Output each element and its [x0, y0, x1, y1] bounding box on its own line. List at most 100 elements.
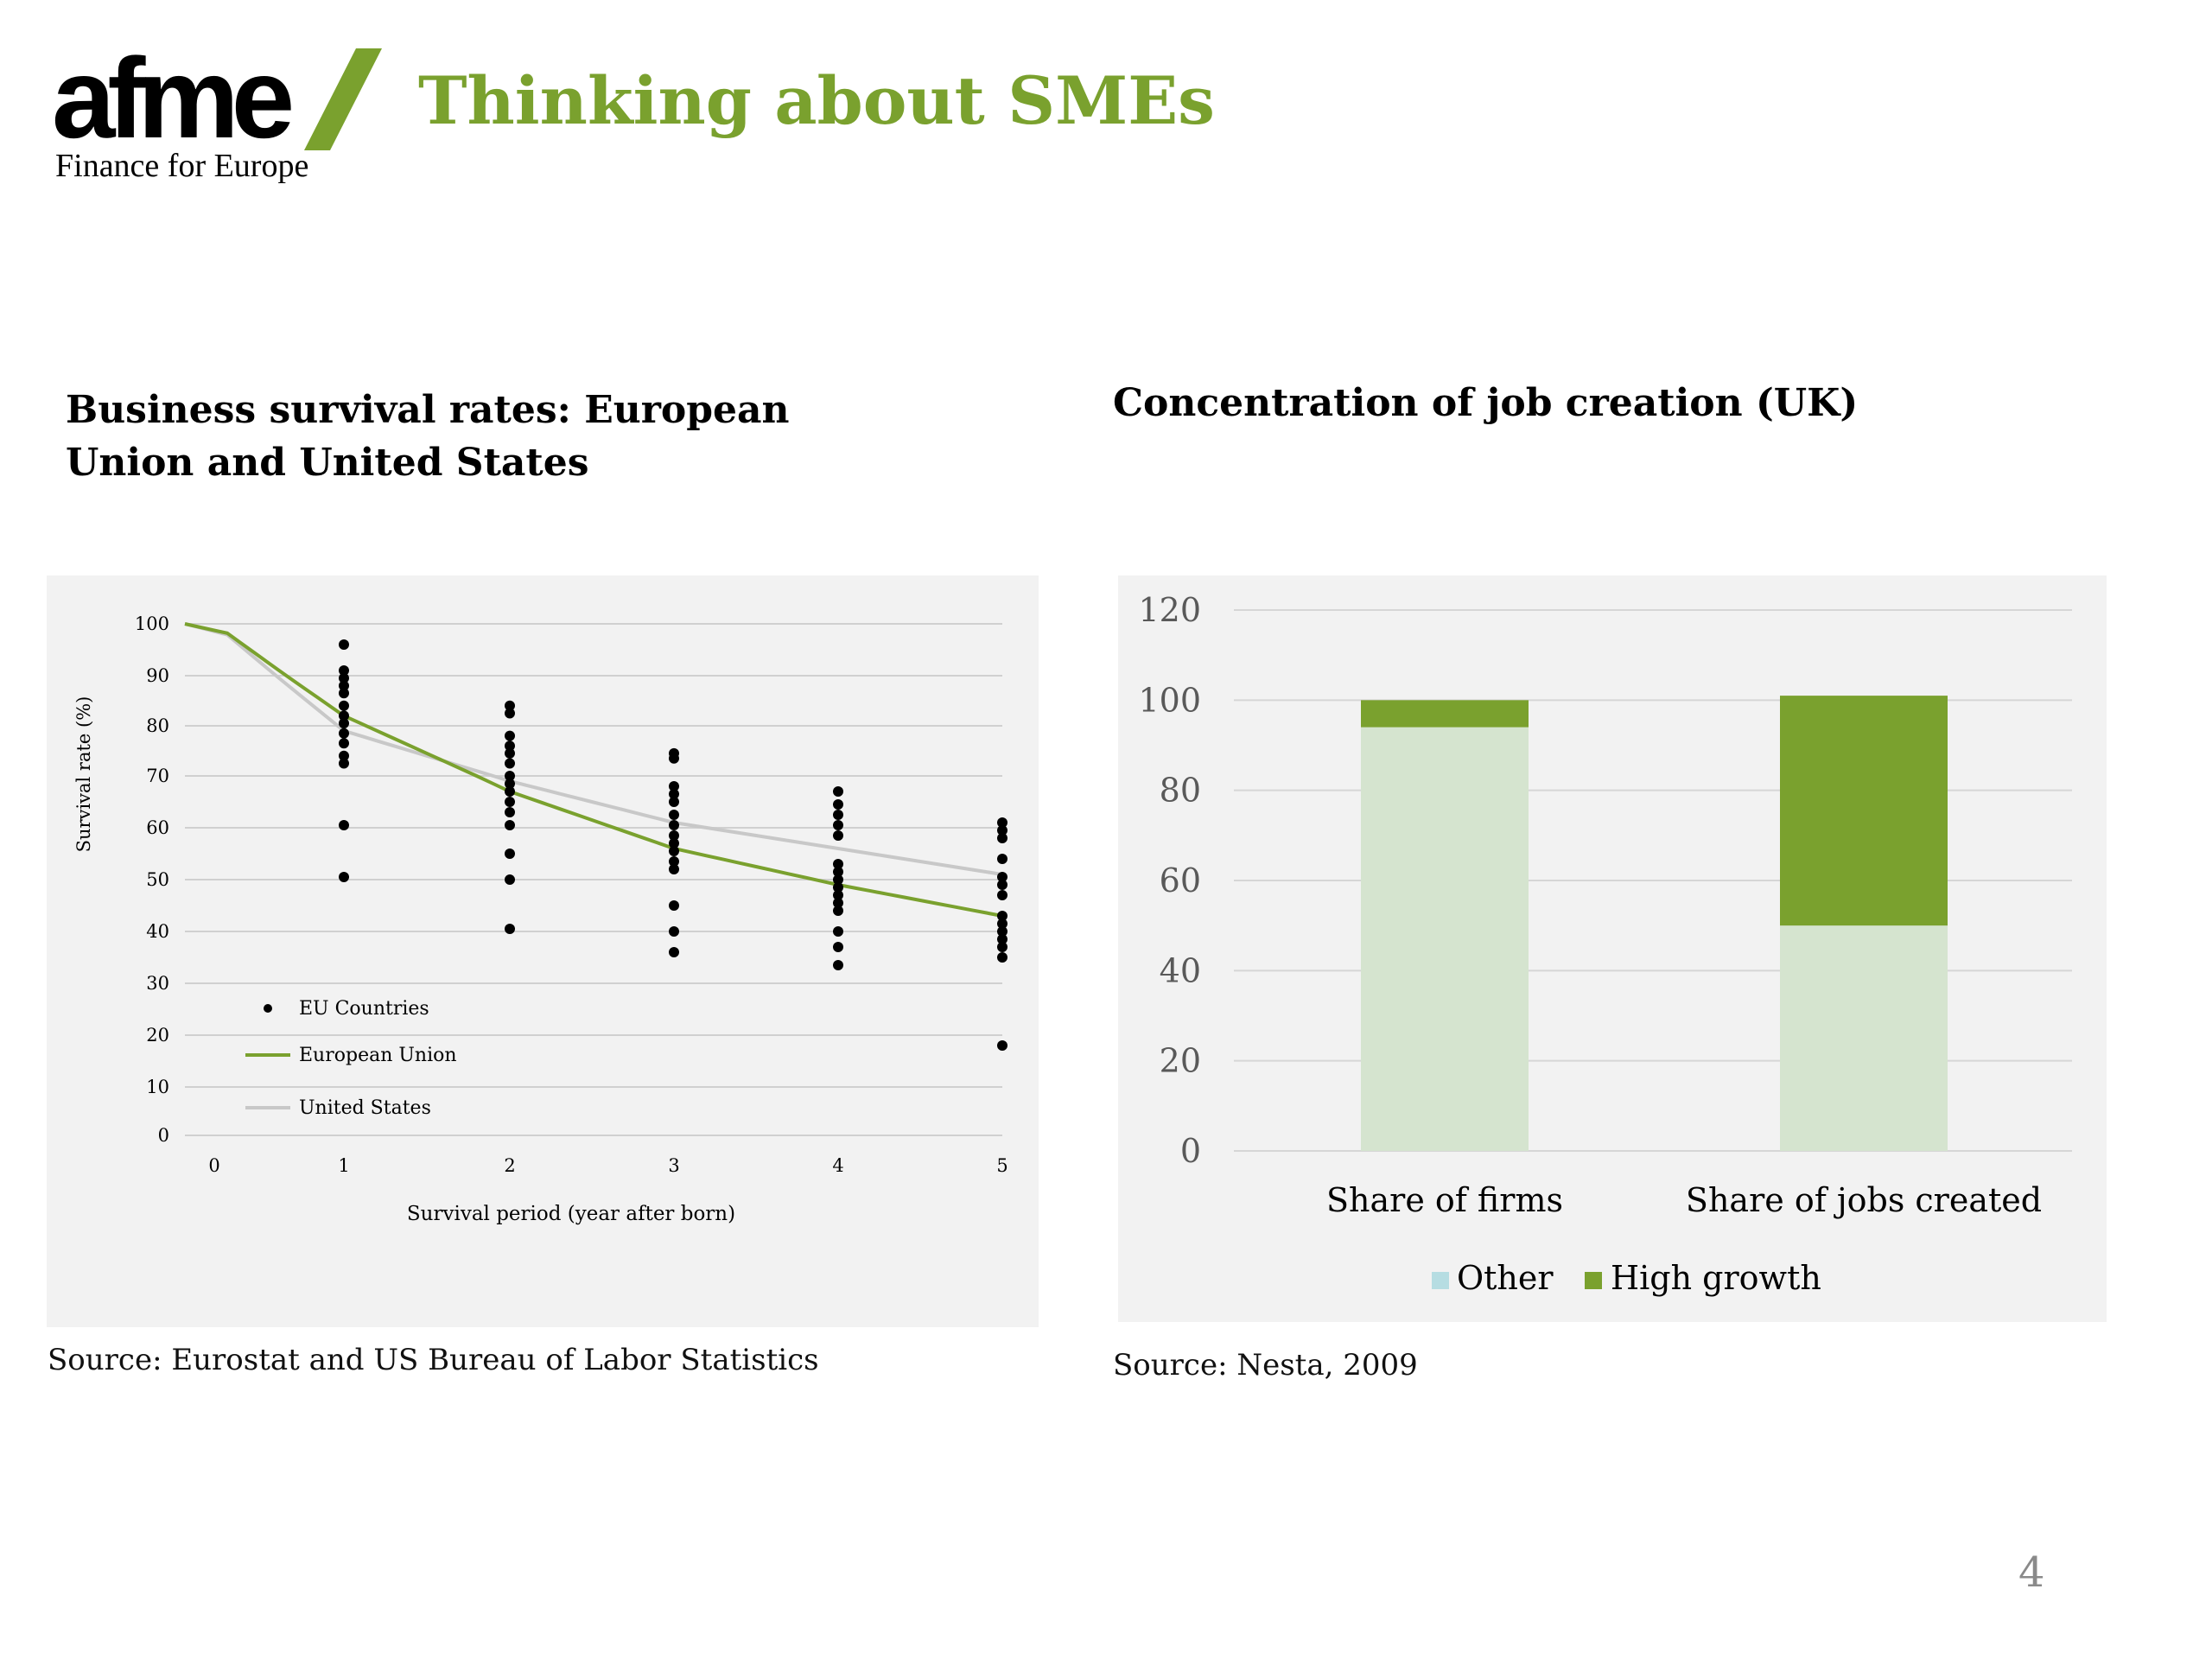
eu-country-point: [997, 833, 1007, 843]
legend-label: Other: [1457, 1259, 1554, 1297]
eu-country-point: [339, 718, 349, 729]
x-category-label: Share of jobs created: [1686, 1181, 2042, 1219]
eu-country-point: [505, 771, 515, 781]
eu-country-point: [339, 728, 349, 739]
y-tick-label: 60: [146, 817, 169, 838]
logo-wordmark: afme: [52, 35, 295, 162]
eu-country-point: [833, 799, 843, 810]
eu-country-point: [833, 960, 843, 970]
y-tick-label: 20: [1160, 1042, 1201, 1080]
eu-country-point: [997, 817, 1007, 828]
x-axis-label: Survival period (year after born): [407, 1203, 735, 1225]
afme-logo: afme Finance for Europe: [52, 41, 415, 188]
eu-country-point: [997, 1040, 1007, 1051]
eu-country-point: [505, 747, 515, 759]
y-tick-label: 40: [146, 921, 169, 942]
eu-country-point: [505, 874, 515, 885]
legend-swatch-other: [1432, 1272, 1449, 1289]
eu-country-point: [505, 924, 515, 934]
eu-country-point: [997, 952, 1007, 963]
eu-country-point: [505, 708, 515, 719]
eu-country-point: [339, 758, 349, 769]
eu-country-point: [339, 688, 349, 699]
y-tick-label: 60: [1160, 861, 1201, 899]
survival-chart-panel: 0 10 20 30 40 50 60 70 80 90 100 0 1 2 3 4 5 EU Countri…: [47, 575, 1039, 1327]
logo-slash-icon: [304, 48, 382, 150]
eu-country-point: [339, 672, 349, 683]
y-tick-label: 20: [146, 1025, 169, 1046]
eu-country-point: [833, 874, 843, 885]
eu-country-point: [669, 830, 679, 841]
eu-country-point: [505, 849, 515, 859]
eu-country-point: [505, 807, 515, 817]
eu-country-point: [669, 846, 679, 856]
eu-country-point: [339, 665, 349, 676]
eu-country-point: [505, 700, 515, 711]
eu-country-point: [669, 900, 679, 911]
eu-country-point: [669, 797, 679, 807]
x-tick-label: 2: [504, 1155, 515, 1176]
y-tick-label: 0: [158, 1125, 169, 1146]
bar-other: [1780, 925, 1948, 1151]
eu-country-point: [505, 741, 515, 752]
legend-marker-eu-countries: [264, 1004, 272, 1013]
eu-country-point: [833, 830, 843, 841]
eu-country-point: [997, 918, 1007, 929]
y-tick-label: 90: [146, 665, 169, 686]
eu-country-point: [833, 882, 843, 893]
eu-country-point: [833, 898, 843, 908]
eu-country-point: [505, 820, 515, 830]
y-axis-label: Survival rate (%): [73, 696, 94, 853]
eu-country-point: [833, 867, 843, 877]
eu-country-point: [997, 934, 1007, 944]
y-tick-label: 40: [1160, 951, 1201, 989]
eu-country-point: [339, 639, 349, 650]
eu-country-point: [669, 864, 679, 874]
eu-country-point: [833, 906, 843, 916]
y-tick-label: 70: [146, 766, 169, 786]
eu-country-point: [833, 820, 843, 830]
page-title: Thinking about SMEs: [418, 62, 1215, 139]
x-tick-label: 5: [996, 1155, 1007, 1176]
eu-country-point: [997, 854, 1007, 864]
logo-tagline: Finance for Europe: [55, 148, 309, 184]
eu-country-point: [997, 911, 1007, 921]
eu-country-point: [339, 680, 349, 691]
eu-country-point: [669, 789, 679, 799]
y-tick-label: 50: [146, 869, 169, 890]
eu-country-point: [669, 926, 679, 937]
bar-high-growth: [1780, 696, 1948, 926]
legend-label: EU Countries: [299, 998, 429, 1020]
eu-country-point: [505, 730, 515, 741]
eu-country-point: [997, 890, 1007, 900]
eu-country-point: [997, 942, 1007, 952]
eu-country-point: [669, 856, 679, 867]
y-tick-label: 80: [1160, 772, 1201, 810]
y-tick-label: 120: [1138, 591, 1201, 629]
eu-country-point: [997, 880, 1007, 890]
eu-country-point: [833, 810, 843, 820]
eu-country-point: [669, 820, 679, 830]
eu-country-point: [997, 926, 1007, 937]
eu-country-point: [339, 700, 349, 711]
right-chart-source: Source: Nesta, 2009: [1113, 1348, 1418, 1382]
eu-country-point: [669, 781, 679, 791]
eu-country-point: [339, 738, 349, 749]
x-tick-label: 0: [208, 1155, 219, 1176]
bar-other: [1361, 727, 1529, 1151]
legend-label: High growth: [1611, 1259, 1821, 1297]
eu-country-point: [339, 872, 349, 882]
united-states-line: [184, 622, 1003, 876]
legend-swatch-high-growth: [1585, 1272, 1602, 1289]
y-tick-label: 100: [135, 613, 169, 634]
left-chart-source: Source: Eurostat and US Bureau of Labor …: [48, 1343, 819, 1377]
eu-country-point: [669, 947, 679, 957]
x-tick-label: 4: [832, 1155, 843, 1176]
right-chart-title: Concentration of job creation (UK): [1113, 381, 1859, 425]
y-tick-label: 10: [146, 1077, 169, 1097]
x-tick-label: 3: [668, 1155, 679, 1176]
eu-country-point: [339, 820, 349, 830]
eu-country-point: [833, 786, 843, 797]
x-category-label: Share of firms: [1326, 1181, 1563, 1219]
y-tick-label: 80: [146, 715, 169, 736]
